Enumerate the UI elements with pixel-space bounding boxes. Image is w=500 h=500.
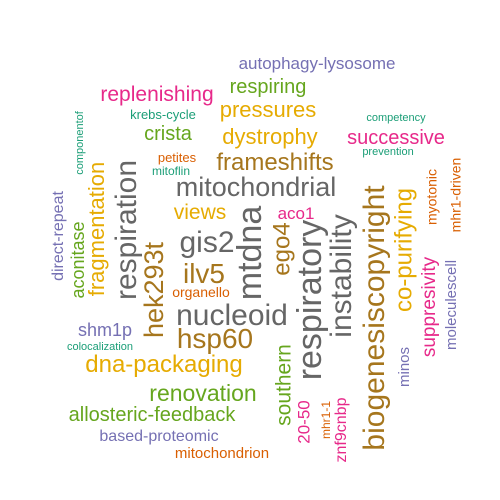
word-competency: competency (366, 112, 426, 124)
word-renovation: renovation (149, 380, 256, 406)
word-mitochondrion: mitochondrion (175, 445, 269, 462)
word-co-purifying: co-purifying (390, 188, 417, 312)
word-componentof: componentof (74, 110, 86, 175)
word-mhr1-driven: mhr1-driven (448, 158, 464, 233)
word-mtdna: mtdna (231, 206, 269, 301)
word-myotonic: myotonic (424, 169, 440, 225)
word-based-proteomic: based-proteomic (99, 428, 218, 445)
word-aco1: aco1 (278, 204, 315, 223)
word-successive: successive (347, 127, 445, 149)
word-instability: instability (325, 214, 358, 337)
word-aconitase: aconitase (68, 221, 88, 298)
word-moleculescell: moleculescell (443, 260, 460, 350)
word-mitochondrial: mitochondrial (176, 172, 337, 202)
word-20-50: 20-50 (294, 400, 313, 443)
word-respiratory: respiratory (291, 220, 329, 381)
word-dna-packaging: dna-packaging (85, 351, 242, 378)
word-pressures: pressures (220, 97, 317, 122)
word-direct-repeat: direct-repeat (50, 191, 67, 281)
word-mitoflin: mitoflin (152, 164, 190, 178)
word-znf9cnbp: znf9cnbp (333, 397, 350, 462)
word-views: views (174, 201, 227, 224)
word-petites: petites (158, 150, 197, 165)
word-ilv5: ilv5 (183, 258, 225, 289)
word-autophagy-lysosome: autophagy-lysosome (239, 54, 396, 73)
word-gis2: gis2 (179, 226, 234, 259)
word-allosteric-feedback: allosteric-feedback (69, 404, 237, 426)
word-organello: organello (172, 284, 230, 300)
word-mhr1-1: mhr1-1 (319, 401, 333, 439)
word-southern: southern (273, 344, 296, 426)
word-hsp60: hsp60 (177, 323, 253, 354)
word-ego4: ego4 (268, 222, 295, 275)
word-prevention: prevention (362, 146, 413, 158)
word-shm1p: shm1p (78, 320, 132, 340)
word-hek293t: hek293t (139, 241, 169, 338)
word-biogenesiscopyright: biogenesiscopyright (358, 185, 391, 451)
word-frameshifts: frameshifts (216, 149, 333, 176)
word-respiring: respiring (230, 76, 307, 98)
word-suppresivity: suppresivity (419, 256, 440, 357)
word-fragmentation: fragmentation (84, 162, 109, 297)
word-respiration: respiration (110, 160, 143, 300)
word-minos: minos (396, 347, 413, 387)
word-nucleoid: nucleoid (176, 299, 288, 332)
word-krebs-cycle: krebs-cycle (130, 107, 196, 122)
word-crista: crista (144, 123, 193, 145)
word-replenishing: replenishing (100, 83, 213, 106)
word-colocalization: colocalization (67, 341, 133, 353)
word-dystrophy: dystrophy (222, 124, 317, 149)
